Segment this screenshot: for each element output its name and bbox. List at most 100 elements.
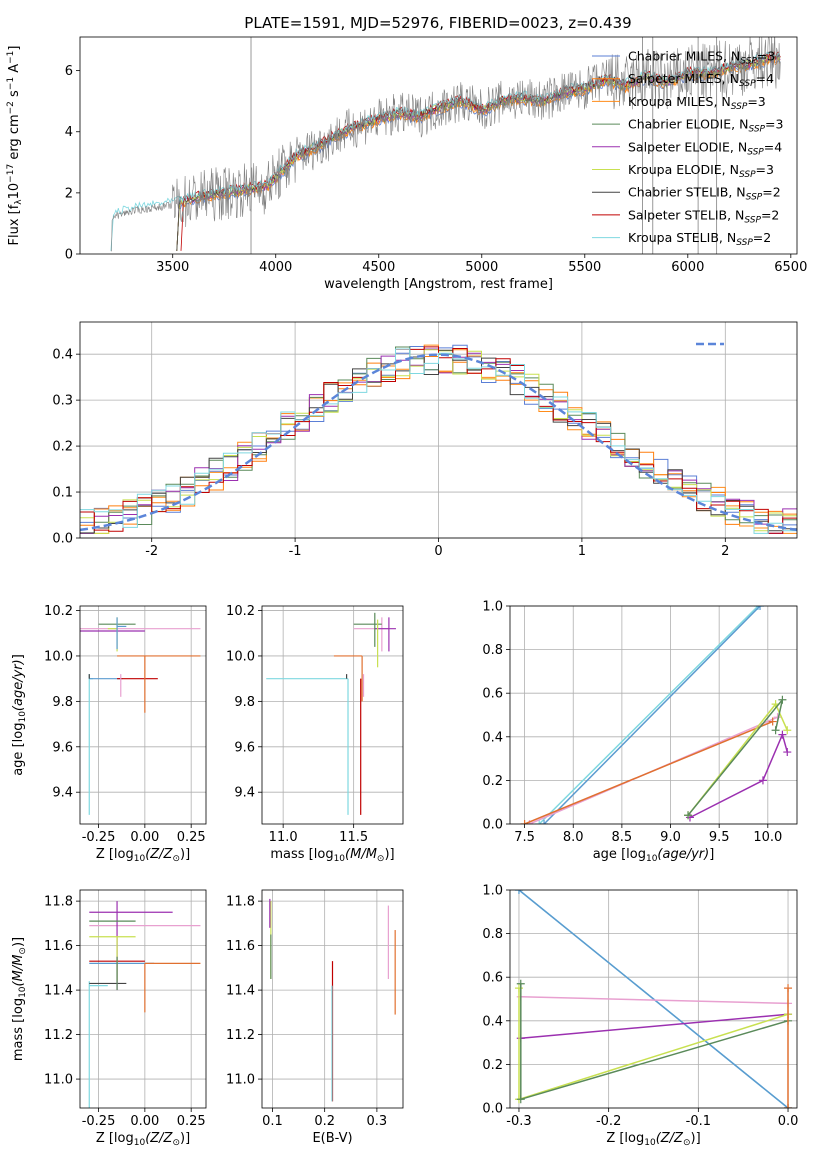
x-tick-label: -0.25 bbox=[82, 1114, 116, 1129]
x-tick-label: 11.0 bbox=[269, 830, 298, 845]
y-axis-label: mass [log10(M/M⊙)] bbox=[11, 937, 28, 1061]
y-tick-label: 0 bbox=[65, 248, 73, 263]
x-tick-label: 2 bbox=[721, 544, 729, 559]
data-point-marker bbox=[516, 1095, 525, 1104]
y-tick-label: 11.6 bbox=[44, 939, 73, 954]
plot-area bbox=[110, 37, 781, 254]
y-tick-label: 9.6 bbox=[234, 740, 255, 755]
y-tick-label: 11.8 bbox=[226, 895, 255, 910]
y-tick-label: 10.2 bbox=[226, 604, 255, 619]
y-tick-label: 0.1 bbox=[52, 486, 73, 501]
x-axis-label: Z [log10(Z/Z⊙)] bbox=[96, 1131, 190, 1148]
data-point-marker bbox=[778, 730, 787, 739]
axes-frame bbox=[79, 889, 207, 1109]
x-axis-label: age [log10(age/yr)] bbox=[593, 847, 715, 864]
y-tick-label: 0.3 bbox=[52, 394, 73, 409]
x-tick-label: 6000 bbox=[671, 260, 704, 275]
plot-area bbox=[80, 344, 797, 534]
y-tick-label: 11.8 bbox=[44, 895, 73, 910]
legend-label: Kroupa ELODIE, NSSP=3 bbox=[628, 162, 774, 180]
x-tick-label: 0.00 bbox=[130, 1114, 159, 1129]
legend-label: Kroupa STELIB, NSSP=2 bbox=[628, 230, 771, 248]
axes-frame bbox=[261, 889, 404, 1109]
legend-label: Chabrier ELODIE, NSSP=3 bbox=[628, 117, 783, 135]
data-point-marker bbox=[520, 820, 529, 824]
legend-label: Salpeter ELODIE, NSSP=4 bbox=[628, 139, 782, 157]
x-tick-label: 0.0 bbox=[778, 1114, 799, 1129]
y-tick-label: 9.6 bbox=[52, 740, 73, 755]
y-tick-label: 0.0 bbox=[482, 818, 503, 833]
axes-weight-vs-Z: -0.3 -0.2 -0.1 0.0 0.0 0.2 0.4 0.6 0.8 1.0 Z [log1… bbox=[482, 884, 798, 1149]
series-line bbox=[687, 699, 784, 816]
y-tick-label: 9.4 bbox=[234, 786, 255, 801]
y-tick-label: 4 bbox=[65, 125, 73, 140]
x-tick-label: 11.5 bbox=[339, 830, 368, 845]
legend-label: Chabrier MILES, NSSP=3 bbox=[628, 49, 775, 67]
x-tick-label: 5500 bbox=[568, 260, 601, 275]
x-tick-label: 0.2 bbox=[314, 1114, 335, 1129]
series-line bbox=[543, 606, 761, 824]
legend: Chabrier MILES, NSSP=3 Salpeter MILES, NS… bbox=[592, 49, 783, 248]
legend-label: Salpeter MILES, NSSP=4 bbox=[628, 71, 774, 89]
axes-frame bbox=[509, 889, 798, 1109]
y-tick-label: 11.4 bbox=[44, 984, 73, 999]
y-tick-label: 0.2 bbox=[482, 1058, 503, 1073]
x-tick-label: 4000 bbox=[259, 260, 292, 275]
y-tick-label: 11.0 bbox=[226, 1073, 255, 1088]
y-tick-label: 0.4 bbox=[482, 1014, 503, 1029]
legend-label: Salpeter STELIB, NSSP=2 bbox=[628, 207, 779, 225]
data-point-marker bbox=[685, 813, 694, 822]
axes-weight-vs-age: 7.5 8.0 8.5 9.0 9.5 10.0 0.0 0.2 0.4 0.6 0.8 1.0 age… bbox=[482, 600, 798, 864]
y-tick-label: 0.6 bbox=[482, 687, 503, 702]
y-tick-label: 0.0 bbox=[52, 532, 73, 547]
data-point-marker bbox=[778, 695, 787, 704]
data-point-marker bbox=[514, 984, 523, 993]
y-tick-label: 9.8 bbox=[234, 695, 255, 710]
x-tick-label: 9.5 bbox=[709, 830, 730, 845]
series-line bbox=[520, 1013, 789, 1039]
y-tick-label: 0.4 bbox=[52, 348, 73, 363]
series-line bbox=[538, 606, 759, 824]
data-point-marker bbox=[516, 979, 525, 988]
y-tick-label: 10.2 bbox=[44, 604, 73, 619]
y-tick-label: 11.2 bbox=[44, 1028, 73, 1043]
axes-mass-vs-ebv: 0.1 0.2 0.3 11.0 11.2 11.4 11.6 11.8 E(B-V) bbox=[226, 889, 404, 1146]
axes-age-vs-Z: -0.25 0.00 0.25 9.4 9.6 9.8 10.0 10.2 Z [log10(Z… bbox=[11, 604, 207, 864]
y-tick-label: 11.4 bbox=[226, 984, 255, 999]
data-point-marker bbox=[684, 811, 693, 820]
x-tick-label: 1 bbox=[578, 544, 586, 559]
data-point-marker bbox=[771, 726, 780, 735]
axes-spectrum: 3500 4000 4500 5000 5500 6000 6500 0 2 4 6 waveleng… bbox=[6, 36, 807, 292]
data-point-marker bbox=[535, 820, 544, 824]
y-tick-label: 10.0 bbox=[44, 649, 73, 664]
figure-title: PLATE=1591, MJD=52976, FIBERID=0023, z=0… bbox=[244, 14, 631, 32]
x-tick-label: 10.0 bbox=[753, 830, 782, 845]
plot-area bbox=[514, 890, 793, 1108]
y-tick-label: 1.0 bbox=[482, 600, 503, 615]
legend-label: Chabrier STELIB, NSSP=2 bbox=[628, 185, 781, 203]
y-tick-label: 11.0 bbox=[44, 1073, 73, 1088]
x-tick-label: 0 bbox=[434, 544, 442, 559]
x-tick-label: 3500 bbox=[156, 260, 189, 275]
x-tick-label: 8.0 bbox=[563, 830, 584, 845]
axes-frame bbox=[79, 36, 798, 255]
y-tick-label: 11.6 bbox=[226, 939, 255, 954]
x-tick-label: -0.1 bbox=[686, 1114, 711, 1129]
y-tick-label: 0.4 bbox=[482, 730, 503, 745]
x-tick-label: 7.5 bbox=[514, 830, 535, 845]
data-point-marker bbox=[783, 726, 792, 735]
y-tick-label: 1.0 bbox=[482, 884, 503, 899]
y-tick-label: 0.2 bbox=[52, 440, 73, 455]
data-point-marker bbox=[768, 717, 777, 726]
x-tick-label: -0.2 bbox=[596, 1114, 621, 1129]
axes-mass-vs-Z: -0.25 0.00 0.25 11.0 11.2 11.4 11.6 11.8 Z [log1… bbox=[11, 889, 207, 1148]
plot-area bbox=[80, 617, 201, 815]
series-line bbox=[518, 988, 789, 1101]
data-point-marker bbox=[784, 984, 793, 993]
y-tick-label: 0.0 bbox=[482, 1102, 503, 1117]
series-line bbox=[520, 996, 789, 1005]
axes-frame bbox=[79, 321, 798, 539]
x-tick-label: 0.00 bbox=[130, 830, 159, 845]
x-tick-label: 4500 bbox=[362, 260, 395, 275]
